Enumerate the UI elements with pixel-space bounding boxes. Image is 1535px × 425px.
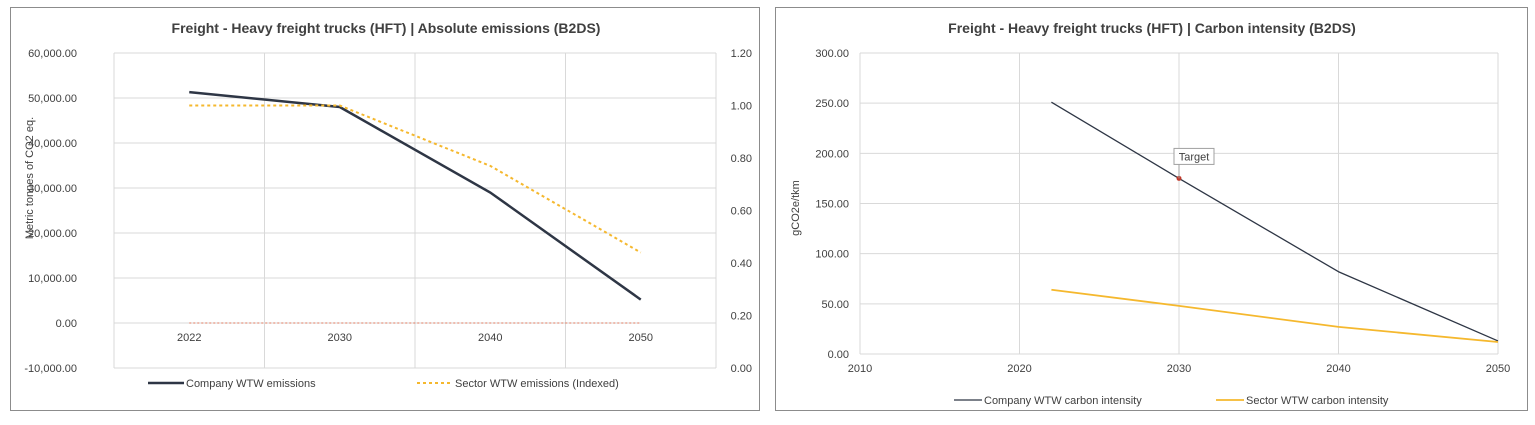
x-tick-label: 2040 bbox=[478, 332, 502, 344]
x-tick-label: 2050 bbox=[629, 332, 653, 344]
chart-title: Freight - Heavy freight trucks (HFT) | C… bbox=[948, 20, 1356, 36]
y-tick-label: 0.00 bbox=[828, 349, 849, 361]
y-tick-label: 150.00 bbox=[815, 199, 849, 211]
target-callout-box bbox=[1173, 147, 1215, 165]
legend-label: Company WTW emissions bbox=[186, 378, 316, 390]
absolute-emissions-chart-panel: Freight - Heavy freight trucks (HFT) | A… bbox=[10, 7, 760, 411]
y-tick-label: 300.00 bbox=[815, 48, 849, 60]
legend-label: Sector WTW emissions (Indexed) bbox=[455, 378, 619, 390]
y-tick-label: 250.00 bbox=[815, 98, 849, 110]
x-tick-label: 2022 bbox=[177, 332, 201, 344]
y-tick-label: 10,000.00 bbox=[28, 273, 77, 285]
y-axis-label: Metric tonnes of CO2 eq. bbox=[24, 117, 36, 239]
legend-label: Company WTW carbon intensity bbox=[984, 395, 1142, 407]
y2-tick-label: 0.60 bbox=[731, 206, 752, 218]
y-tick-label: 30,000.00 bbox=[28, 183, 77, 195]
series-line-sector-intensity bbox=[1051, 288, 1499, 343]
y-tick-label: 50.00 bbox=[821, 299, 849, 311]
x-tick-label: 2030 bbox=[328, 332, 352, 344]
x-tick-label: 2010 bbox=[848, 363, 872, 375]
chart-title: Freight - Heavy freight trucks (HFT) | A… bbox=[172, 20, 601, 36]
x-tick-label: 2050 bbox=[1486, 363, 1510, 375]
y-tick-label: 60,000.00 bbox=[28, 48, 77, 60]
y-axis-label: gCO2e/tkm bbox=[790, 180, 802, 236]
y2-tick-label: 0.00 bbox=[731, 363, 752, 375]
y-tick-label: 20,000.00 bbox=[28, 228, 77, 240]
y2-tick-label: 1.00 bbox=[731, 101, 752, 113]
y2-tick-label: 0.20 bbox=[731, 311, 752, 323]
y-tick-label: 40,000.00 bbox=[28, 138, 77, 150]
y-tick-label: 50,000.00 bbox=[28, 93, 77, 105]
x-tick-label: 2030 bbox=[1167, 363, 1191, 375]
target-label: Target bbox=[1179, 151, 1210, 163]
y-tick-label: -10,000.00 bbox=[24, 363, 77, 375]
series-line-company-emissions bbox=[189, 90, 642, 301]
absolute-emissions-chart: Freight - Heavy freight trucks (HFT) | A… bbox=[24, 20, 752, 390]
y2-tick-label: 0.80 bbox=[731, 153, 752, 165]
carbon-intensity-chart-panel: Freight - Heavy freight trucks (HFT) | C… bbox=[775, 7, 1528, 411]
x-tick-label: 2040 bbox=[1326, 363, 1350, 375]
series-line-company-intensity bbox=[1051, 101, 1499, 342]
y-tick-label: 0.00 bbox=[56, 318, 77, 330]
y2-tick-label: 1.20 bbox=[731, 48, 752, 60]
legend-label: Sector WTW carbon intensity bbox=[1246, 395, 1389, 407]
y2-tick-label: 0.40 bbox=[731, 258, 752, 270]
x-tick-label: 2020 bbox=[1007, 363, 1031, 375]
y-tick-label: 100.00 bbox=[815, 249, 849, 261]
y-tick-label: 200.00 bbox=[815, 148, 849, 160]
carbon-intensity-chart: Freight - Heavy freight trucks (HFT) | C… bbox=[790, 20, 1510, 407]
